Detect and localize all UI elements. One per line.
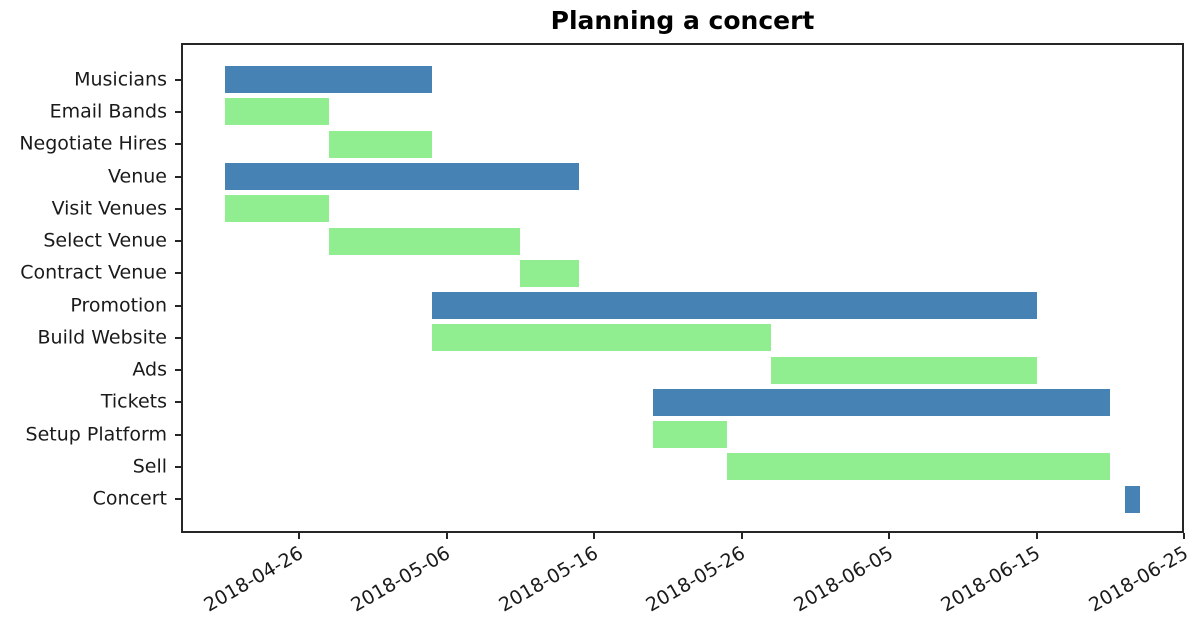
y-tick-label-concert: Concert	[92, 487, 167, 510]
gantt-bar-select-venue	[328, 227, 521, 255]
x-tick-label: 2018-05-16	[494, 542, 602, 617]
y-tick-label-musicians: Musicians	[74, 68, 167, 91]
x-tick-label: 2018-05-26	[642, 542, 749, 617]
y-tick-mark	[175, 143, 181, 146]
chart-title: Planning a concert	[550, 6, 815, 35]
x-tick-label: 2018-05-06	[347, 542, 454, 617]
y-tick-mark	[175, 175, 181, 178]
y-tick-label-ads: Ads	[132, 358, 167, 381]
gantt-bar-negotiate-hires	[328, 130, 432, 158]
gantt-bar-setup-platform	[653, 421, 727, 449]
gantt-bar-email-bands	[225, 98, 329, 126]
y-tick-label-tickets: Tickets	[100, 390, 167, 413]
y-tick-mark	[175, 401, 181, 404]
x-tick-mark	[298, 533, 300, 539]
x-tick-mark	[593, 533, 595, 539]
y-tick-label-select-venue: Select Venue	[43, 229, 167, 252]
gantt-bar-tickets	[653, 388, 1111, 416]
y-tick-label-visit-venues: Visit Venues	[51, 197, 167, 220]
y-tick-mark	[175, 207, 181, 210]
y-tick-mark	[175, 304, 181, 307]
y-tick-mark	[175, 78, 181, 81]
y-tick-label-setup-platform: Setup Platform	[25, 423, 167, 446]
y-tick-mark	[175, 336, 181, 339]
x-tick-mark	[888, 533, 890, 539]
x-tick-label: 2018-06-15	[937, 542, 1044, 617]
y-tick-label-email-bands: Email Bands	[49, 100, 167, 123]
y-tick-label-promotion: Promotion	[70, 294, 167, 317]
y-tick-label-build-website: Build Website	[37, 326, 167, 349]
x-tick-mark	[1183, 533, 1185, 539]
y-tick-mark	[175, 465, 181, 468]
y-tick-mark	[175, 240, 181, 243]
y-tick-mark	[175, 110, 181, 113]
x-tick-label: 2018-04-26	[199, 542, 307, 617]
y-tick-mark	[175, 498, 181, 501]
y-tick-label-negotiate-hires: Negotiate Hires	[19, 132, 167, 155]
gantt-bar-promotion	[431, 292, 1037, 320]
x-tick-label: 2018-06-05	[789, 542, 897, 617]
bars-layer	[181, 43, 1184, 533]
gantt-bar-sell	[726, 453, 1111, 481]
x-tick-mark	[740, 533, 743, 539]
gantt-bar-concert	[1125, 485, 1140, 513]
gantt-bar-musicians	[225, 66, 432, 94]
x-tick-label: 2018-06-25	[1084, 542, 1192, 617]
gantt-bar-ads	[771, 356, 1037, 384]
gantt-bar-visit-venues	[225, 195, 329, 223]
y-tick-mark	[175, 433, 181, 436]
y-tick-mark	[175, 369, 181, 372]
x-tick-mark	[445, 533, 448, 539]
y-tick-label-contract-venue: Contract Venue	[20, 261, 167, 284]
gantt-bar-contract-venue	[520, 259, 580, 287]
x-tick-mark	[1035, 533, 1038, 539]
y-tick-label-venue: Venue	[108, 165, 167, 187]
gantt-bar-build-website	[431, 324, 771, 352]
y-tick-mark	[175, 272, 181, 275]
y-tick-label-sell: Sell	[132, 455, 167, 478]
gantt-bar-venue	[225, 163, 580, 190]
